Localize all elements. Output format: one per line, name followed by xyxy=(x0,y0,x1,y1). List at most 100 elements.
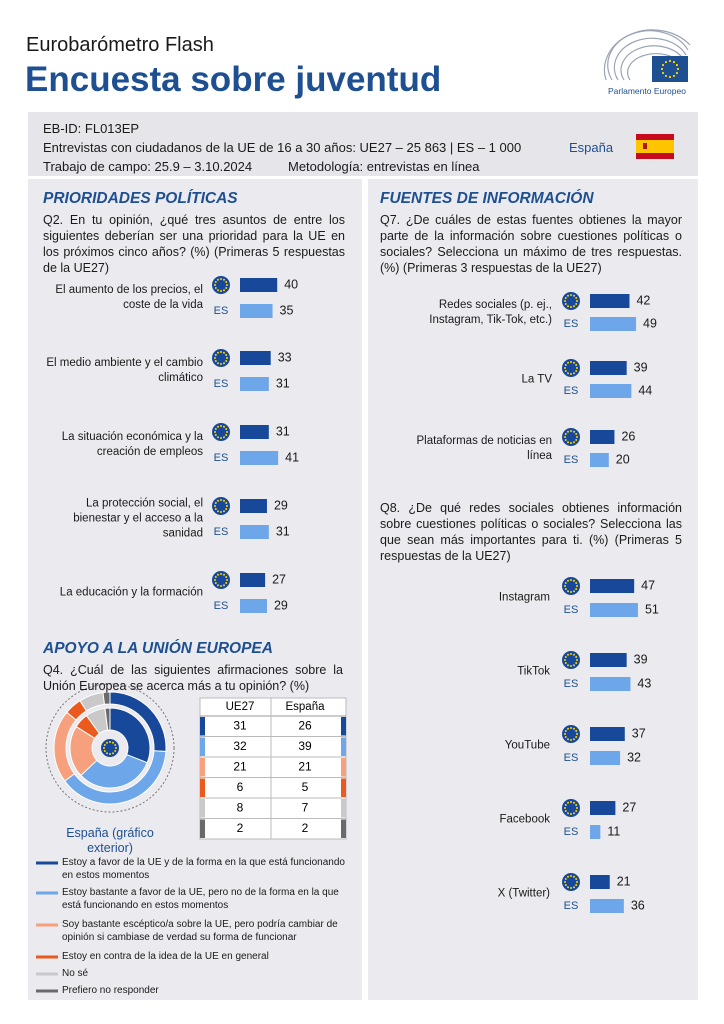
table-value: 7 xyxy=(302,800,309,814)
category-label: X (Twitter) xyxy=(497,887,550,900)
row-color xyxy=(341,758,346,777)
bar xyxy=(240,499,267,513)
eu-flag-icon xyxy=(212,276,230,294)
logo-star xyxy=(672,60,676,64)
eu-flag-star xyxy=(220,278,222,280)
eu-flag-star xyxy=(570,361,572,363)
eu-flag-star xyxy=(567,801,569,804)
eu-flag-star xyxy=(214,434,217,436)
eu-flag-star xyxy=(220,437,222,439)
bar xyxy=(590,579,635,593)
eu-flag-icon xyxy=(562,725,580,743)
value-label: 31 xyxy=(276,424,290,438)
section-heading: APOYO A LA UNIÓN EUROPEA xyxy=(43,640,273,657)
legend-label: Estoy bastante a favor de la UE, pero no… xyxy=(62,887,339,911)
row-color xyxy=(341,799,346,818)
eu-flag-disc xyxy=(562,428,580,446)
logo-star xyxy=(668,59,672,63)
value-label: 29 xyxy=(274,498,288,512)
eu-flag-icon xyxy=(562,359,580,377)
eu-flag-star xyxy=(564,662,567,664)
eu-flag-star xyxy=(564,436,566,438)
eu-flag-disc xyxy=(562,359,580,377)
eu-flag-star xyxy=(225,354,228,356)
eu-flag-star xyxy=(573,653,575,656)
eu-flag-star xyxy=(214,428,217,430)
eu-flag-disc xyxy=(562,651,580,669)
eu-flag-star xyxy=(225,281,228,283)
eu-flag-star xyxy=(575,884,578,886)
eu-flag-star xyxy=(217,351,219,354)
eu-flag-disc xyxy=(562,725,580,743)
eu-flag-star xyxy=(576,585,578,587)
eu-flag-star xyxy=(573,361,575,364)
eu-flag-icon xyxy=(101,739,119,757)
eu-flag-star xyxy=(214,360,217,362)
eu-flag-star xyxy=(575,297,578,299)
row-color xyxy=(341,717,346,736)
eu-flag-disc xyxy=(212,423,230,441)
value-label: 37 xyxy=(632,726,646,740)
eu-flag-star xyxy=(226,505,228,507)
value-label: 33 xyxy=(278,350,292,364)
method: Metodología: entrevistas en línea xyxy=(288,159,480,174)
eu-flag-star xyxy=(564,297,567,299)
eu-flag-star xyxy=(573,875,575,878)
eu-flag-star xyxy=(567,372,569,375)
legend-label: Estoy a favor de la UE y de la forma en … xyxy=(62,857,345,881)
eu-flag-disc xyxy=(562,873,580,891)
value-label: 27 xyxy=(622,800,636,814)
eu-flag-star xyxy=(576,659,578,661)
eu-flag-star xyxy=(570,887,572,889)
bar xyxy=(590,603,638,617)
eu-flag-star xyxy=(214,431,216,433)
eu-flag-star xyxy=(103,744,106,746)
logo-star xyxy=(668,75,672,79)
logo-star xyxy=(664,74,668,78)
bar xyxy=(590,677,631,691)
eu-flag-star xyxy=(575,736,578,738)
eu-flag-star xyxy=(217,278,219,281)
category-label: El medio ambiente y el cambio climático xyxy=(46,357,203,384)
value-label: 39 xyxy=(634,360,648,374)
eu-flag-star xyxy=(220,573,222,575)
eu-flag-star xyxy=(575,439,578,441)
table-value: 39 xyxy=(298,739,312,753)
eu-flag-star xyxy=(573,579,575,582)
eu-flag-star xyxy=(225,428,228,430)
donut-segment xyxy=(104,707,111,731)
category-label: Redes sociales (p. ej., Instagram, Tik-T… xyxy=(429,298,552,326)
eu-flag-star xyxy=(576,807,578,809)
eu-flag-star xyxy=(225,582,228,584)
eu-flag-star xyxy=(223,425,225,428)
series-label: ES xyxy=(564,752,579,764)
eu-flag-star xyxy=(575,433,578,435)
value-label: 39 xyxy=(634,652,648,666)
eu-flag-icon xyxy=(212,423,230,441)
eu-flag-star xyxy=(564,588,567,590)
eu-flag-star xyxy=(570,294,572,296)
eu-flag-star xyxy=(564,364,567,366)
eu-flag-star xyxy=(573,294,575,297)
logo-star xyxy=(675,63,679,67)
eu-flag-star xyxy=(214,354,217,356)
category-label: La TV xyxy=(521,373,552,385)
series-label: ES xyxy=(564,678,579,690)
bar xyxy=(590,453,609,467)
eu-flag-star xyxy=(223,278,225,281)
row-color xyxy=(341,819,346,838)
bar xyxy=(590,294,630,308)
eu-flag-star xyxy=(567,653,569,656)
value-label: 40 xyxy=(284,277,298,291)
category-label: La protección social, el bienestar y el … xyxy=(73,497,203,540)
eu-flag-star xyxy=(570,591,572,593)
bar xyxy=(590,899,624,913)
eu-flag-star xyxy=(570,813,572,815)
row-color xyxy=(200,819,205,838)
eu-flag-star xyxy=(220,351,222,353)
question: Q2. En tu opinión, ¿qué tres asuntos de … xyxy=(43,213,345,275)
eu-flag-star xyxy=(217,584,219,587)
category-label: YouTube xyxy=(504,739,550,752)
question: Q8. ¿De qué redes sociales obtienes info… xyxy=(380,501,682,563)
eu-flag-star xyxy=(573,305,575,308)
